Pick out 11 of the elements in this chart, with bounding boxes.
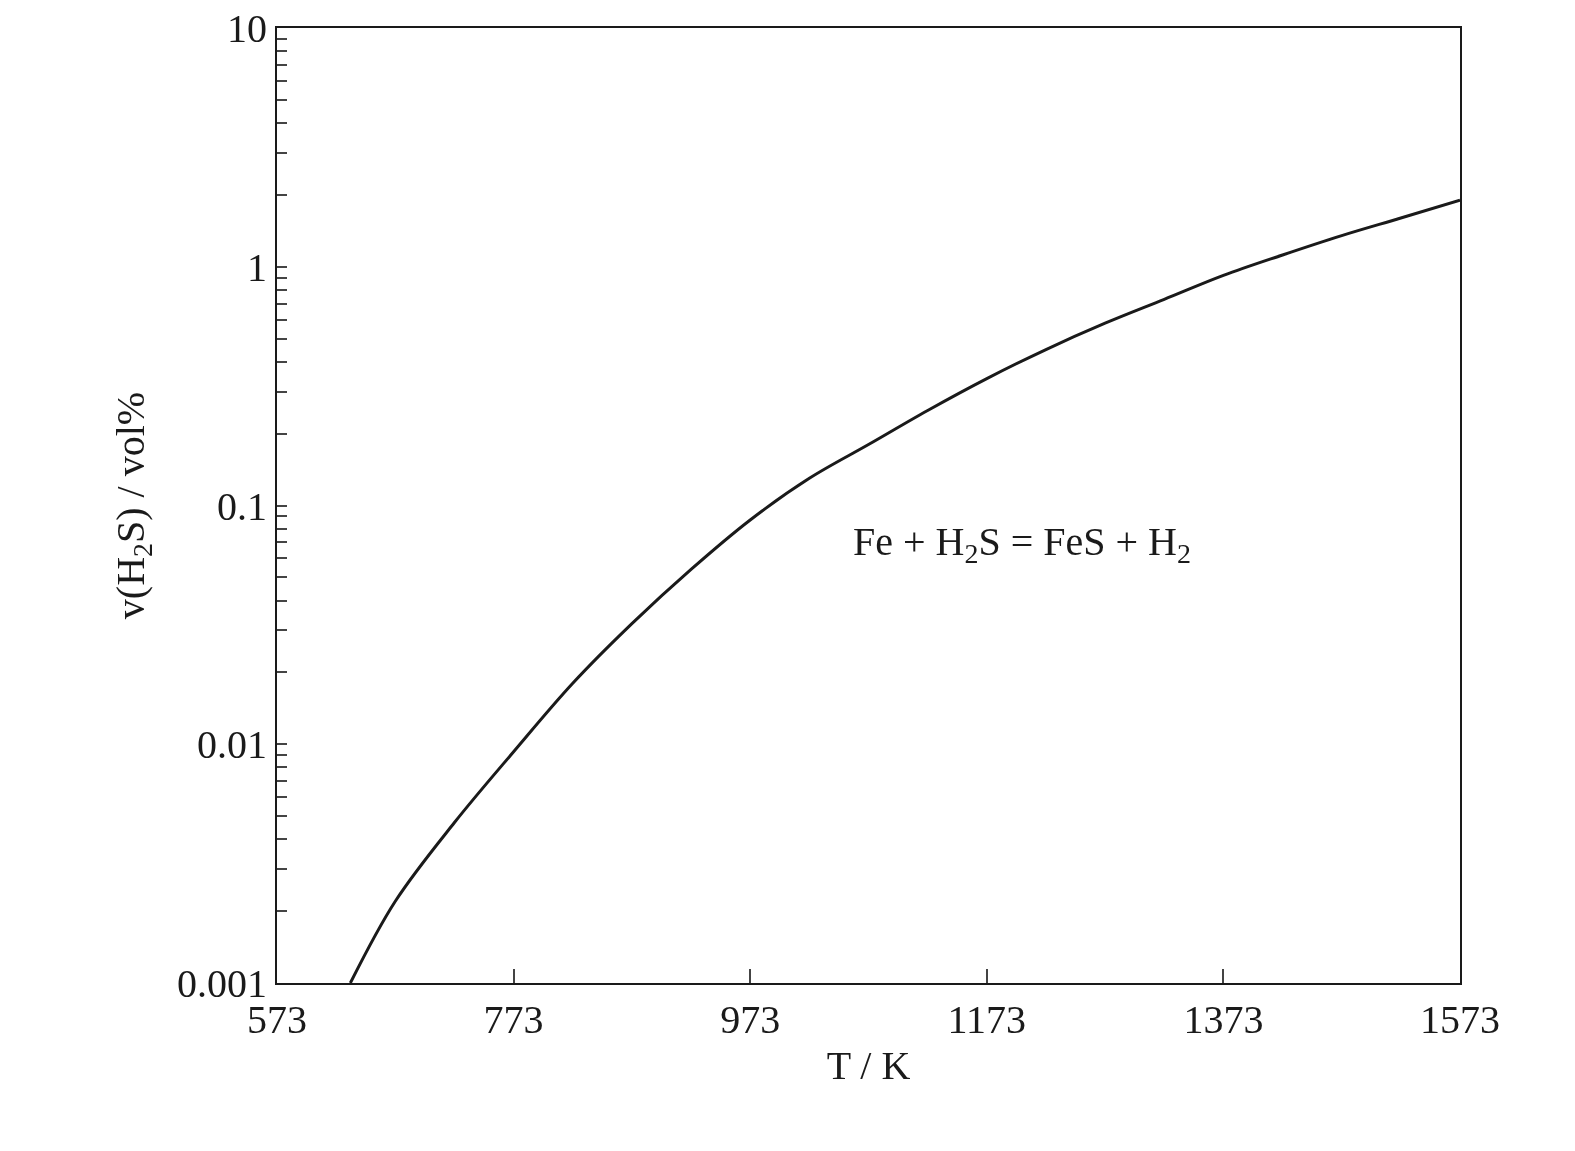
- x-tick-label: 1173: [947, 997, 1027, 1042]
- y-tick-label: 0.01: [197, 722, 267, 768]
- y-tick-label: 10: [227, 6, 267, 51]
- x-tick-label: 973: [720, 997, 781, 1042]
- y-tick-label: 1: [247, 244, 267, 290]
- y-tick-label: 0.1: [217, 483, 267, 529]
- x-tick-label: 1573: [1420, 997, 1500, 1042]
- x-axis-title: T / K: [826, 1043, 911, 1088]
- annotation: Fe + H$_{2}$S = FeS + H$_{2}$: [853, 519, 1191, 570]
- x-tick-label: 773: [483, 997, 544, 1042]
- x-tick-label: 1373: [1183, 997, 1264, 1042]
